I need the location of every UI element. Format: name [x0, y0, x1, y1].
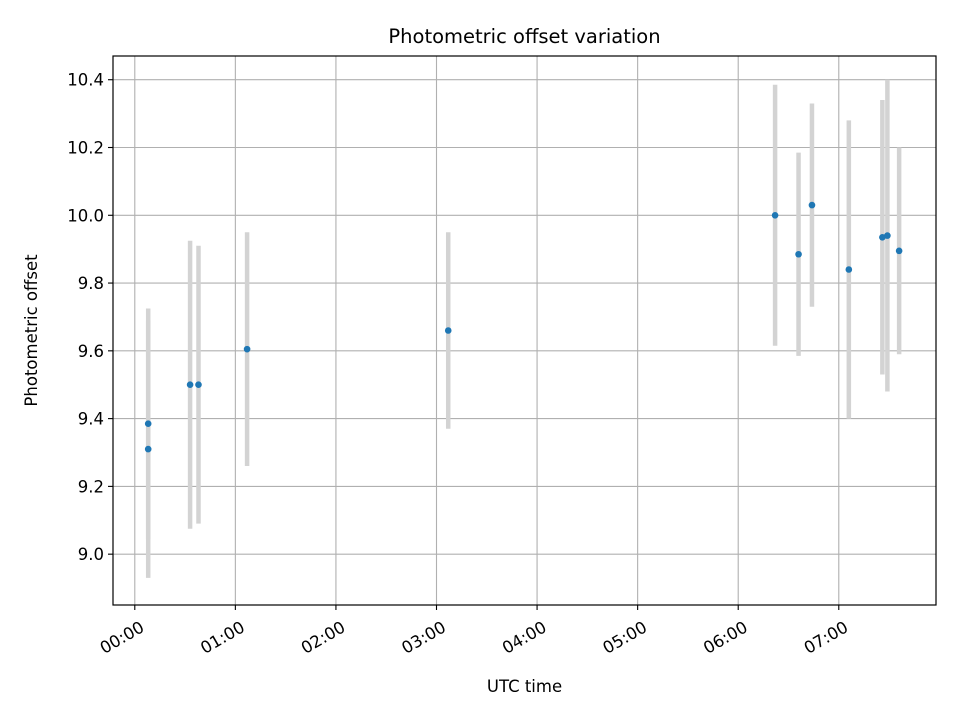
chart-title: Photometric offset variation — [388, 25, 660, 48]
x-axis-ticks: 00:00 01:00 02:00 03:00 04:00 05:00 06:00 07:00 — [97, 605, 852, 658]
error-bars — [145, 79, 902, 578]
data-point — [845, 266, 853, 273]
y-tick-label: 9.0 — [78, 545, 104, 564]
y-axis-ticks: 9.0 9.2 9.4 9.6 9.8 10.0 10.2 10.4 — [67, 71, 113, 564]
data-point — [243, 345, 251, 353]
plot-frame — [112, 55, 937, 606]
data-points — [144, 201, 903, 453]
data-point — [186, 381, 194, 389]
x-axis-label: UTC time — [487, 677, 562, 696]
data-point — [884, 232, 891, 239]
x-tick-label: 00:00 — [97, 617, 148, 657]
x-tick-label: 02:00 — [298, 617, 349, 657]
x-tick-label: 01:00 — [197, 617, 248, 657]
y-tick-label: 9.6 — [78, 342, 104, 361]
y-axis-label: Photometric offset — [22, 254, 41, 407]
x-tick-label: 03:00 — [398, 617, 449, 657]
data-point — [795, 250, 802, 258]
y-tick-label: 10.2 — [67, 139, 104, 158]
data-point — [771, 211, 779, 219]
data-point — [895, 247, 903, 255]
data-point — [444, 327, 452, 334]
x-tick-label: 04:00 — [499, 617, 550, 657]
y-tick-label: 10.4 — [67, 71, 104, 90]
x-tick-label: 07:00 — [801, 617, 852, 657]
x-tick-label: 06:00 — [700, 617, 751, 657]
x-tick-label: 05:00 — [600, 617, 651, 657]
y-tick-label: 9.4 — [78, 410, 104, 429]
data-point — [144, 420, 152, 427]
data-point — [808, 201, 816, 209]
y-tick-label: 10.0 — [67, 206, 104, 225]
y-tick-label: 9.2 — [78, 477, 104, 496]
data-point — [195, 381, 202, 389]
data-point — [879, 234, 886, 241]
data-point — [144, 445, 152, 453]
y-tick-label: 9.8 — [78, 274, 104, 293]
